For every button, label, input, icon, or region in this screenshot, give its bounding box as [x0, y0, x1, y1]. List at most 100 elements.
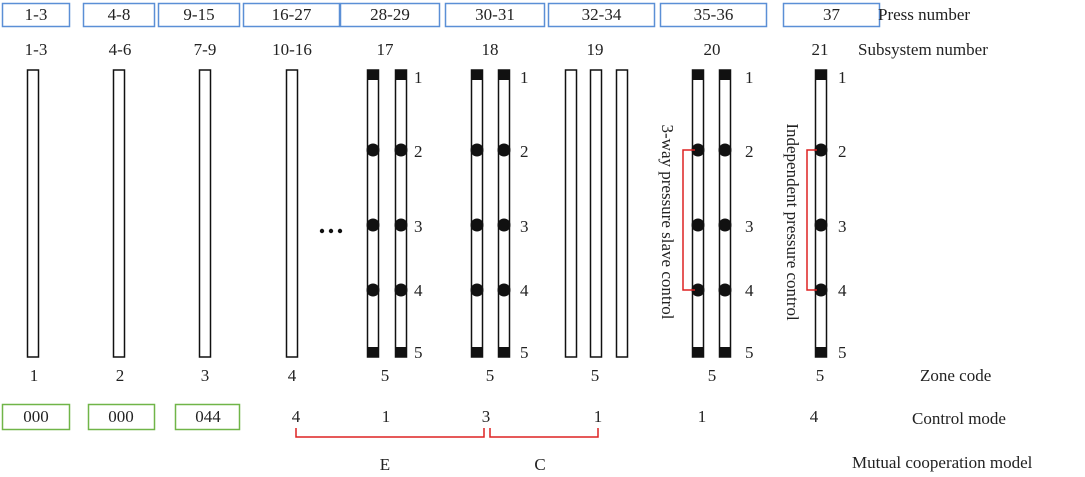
subsystem-label: Subsystem number [858, 40, 988, 59]
point-label: 5 [414, 343, 423, 362]
end-cap [692, 347, 704, 357]
dot [691, 283, 705, 297]
zone-code: 1 [30, 366, 39, 385]
end-cap [395, 70, 407, 80]
point-label: 4 [520, 281, 529, 300]
annotation: Independent pressure control [783, 123, 802, 321]
dot [497, 218, 511, 232]
bar [718, 69, 732, 358]
point-label: 1 [414, 68, 423, 87]
press-box [242, 2, 341, 28]
bar [814, 69, 828, 358]
point-label: 3 [520, 217, 529, 236]
zone-code: 5 [486, 366, 495, 385]
press-box [659, 2, 768, 28]
red-bracket [295, 428, 485, 438]
control-label: Control mode [912, 409, 1006, 428]
point-label: 1 [520, 68, 529, 87]
bar [615, 69, 629, 358]
control-mode: 3 [482, 407, 491, 426]
end-cap [498, 70, 510, 80]
control-mode: 4 [292, 407, 301, 426]
dot [718, 283, 732, 297]
press-box [1, 2, 71, 28]
dot [814, 283, 828, 297]
end-cap [395, 347, 407, 357]
press-box [157, 2, 241, 28]
point-label: 2 [520, 142, 529, 161]
zone-code: 5 [708, 366, 717, 385]
dot [691, 143, 705, 157]
press-number: 4-8 [108, 5, 131, 24]
press-box [782, 2, 881, 28]
control-mode: 044 [195, 407, 221, 426]
point-label: 5 [838, 343, 847, 362]
point-label: 1 [838, 68, 847, 87]
control-box [1, 403, 71, 431]
bar [691, 69, 705, 358]
ellipsis-dot [328, 228, 334, 234]
subsystem-number: 4-6 [109, 40, 132, 59]
point-label: 5 [520, 343, 529, 362]
point-label: 4 [838, 281, 847, 300]
point-label: 2 [745, 142, 754, 161]
dot [497, 283, 511, 297]
point-label: 4 [745, 281, 754, 300]
red-bracket [682, 149, 695, 291]
bar [198, 69, 212, 358]
subsystem-number: 7-9 [194, 40, 217, 59]
zone-label: Zone code [920, 366, 991, 385]
point-label: 3 [745, 217, 754, 236]
control-mode: 1 [594, 407, 603, 426]
point-label: 2 [414, 142, 423, 161]
end-cap [719, 347, 731, 357]
dot [691, 218, 705, 232]
control-box [174, 403, 241, 431]
subsystem-number: 20 [704, 40, 721, 59]
press-number: 37 [823, 5, 841, 24]
dot [394, 218, 408, 232]
control-box [87, 403, 156, 431]
subsystem-number: 17 [377, 40, 395, 59]
cooperation-code: E [380, 455, 390, 474]
dot [497, 143, 511, 157]
red-bracket [489, 428, 599, 438]
press-label: Press number [878, 5, 970, 24]
dot [366, 283, 380, 297]
point-label: 2 [838, 142, 847, 161]
press-box [547, 2, 656, 28]
bar [564, 69, 578, 358]
dot [366, 143, 380, 157]
point-label: 3 [838, 217, 847, 236]
control-mode: 000 [108, 407, 134, 426]
control-mode: 000 [23, 407, 49, 426]
end-cap [815, 70, 827, 80]
dot [394, 143, 408, 157]
subsystem-number: 1-3 [25, 40, 48, 59]
zone-code: 5 [381, 366, 390, 385]
dot [394, 283, 408, 297]
end-cap [367, 70, 379, 80]
control-mode: 4 [810, 407, 819, 426]
press-number: 35-36 [694, 5, 734, 24]
point-label: 4 [414, 281, 423, 300]
bar [589, 69, 603, 358]
subsystem-number: 18 [482, 40, 499, 59]
press-box [339, 2, 441, 28]
zone-code: 5 [591, 366, 600, 385]
dot [814, 218, 828, 232]
press-number: 16-27 [272, 5, 312, 24]
press-number: 28-29 [370, 5, 410, 24]
subsystem-number: 10-16 [272, 40, 312, 59]
dot [718, 218, 732, 232]
subsystem-number: 19 [587, 40, 604, 59]
bar [112, 69, 126, 358]
dot [814, 143, 828, 157]
bar [26, 69, 40, 358]
press-number: 9-15 [183, 5, 214, 24]
press-number: 32-34 [582, 5, 622, 24]
point-label: 5 [745, 343, 754, 362]
end-cap [367, 347, 379, 357]
point-label: 3 [414, 217, 423, 236]
